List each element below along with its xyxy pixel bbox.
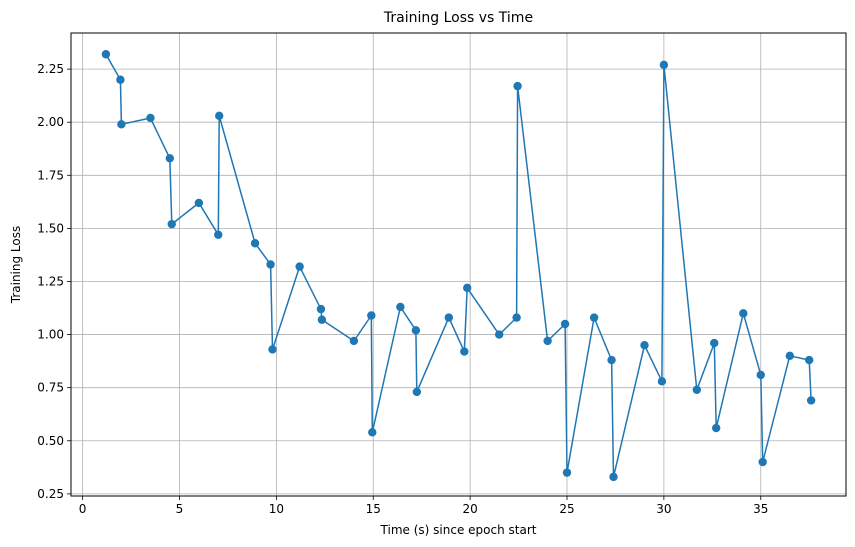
data-point: [214, 230, 223, 239]
data-point: [250, 239, 260, 248]
y-tick-label: 0.50: [37, 434, 64, 448]
data-point: [101, 50, 111, 59]
x-tick-label: 20: [462, 502, 477, 516]
data-point: [513, 81, 522, 91]
data-point: [756, 370, 765, 380]
loss-series: [101, 50, 816, 482]
data-point: [349, 336, 359, 346]
y-tick-label: 1.00: [37, 328, 64, 342]
data-point: [711, 423, 721, 433]
x-tick-label: 25: [559, 502, 574, 516]
data-point: [692, 385, 702, 395]
y-axis-label: Training Loss: [9, 226, 23, 304]
data-point: [710, 338, 719, 348]
x-tick-label: 5: [176, 502, 184, 516]
data-point: [117, 120, 126, 129]
data-point: [146, 113, 155, 123]
data-point: [785, 351, 795, 361]
x-tick-label: 30: [656, 502, 671, 516]
data-point: [460, 347, 469, 356]
data-point: [806, 396, 816, 405]
data-point: [368, 428, 377, 437]
data-point: [657, 377, 667, 386]
data-point: [640, 341, 649, 350]
y-tick-label: 1.75: [37, 168, 64, 182]
plot-area: [71, 33, 846, 496]
data-point: [165, 154, 175, 163]
y-tick-label: 2.25: [37, 62, 64, 76]
x-tick-label: 35: [753, 502, 768, 516]
data-point: [560, 319, 570, 329]
data-point: [317, 315, 327, 324]
data-point: [396, 302, 405, 312]
y-tick-label: 2.00: [37, 115, 64, 129]
data-point: [116, 75, 125, 84]
data-point: [562, 468, 572, 477]
data-point: [543, 336, 552, 346]
x-axis-ticks: 0 5 10 15 20 25 30 35: [79, 496, 768, 516]
data-point: [316, 304, 326, 314]
data-point: [463, 283, 472, 293]
data-point: [295, 262, 304, 271]
y-tick-label: 0.25: [37, 487, 64, 501]
x-tick-label: 10: [269, 502, 284, 516]
data-point: [804, 355, 814, 365]
data-point: [739, 309, 748, 318]
data-point: [268, 345, 277, 354]
plot-frame: [70, 32, 847, 497]
data-point: [367, 311, 376, 320]
y-axis-ticks: 0.25 0.50 0.75 1.00 1.25 1.50 1.75 2.00 2.25: [37, 62, 71, 501]
y-tick-label: 1.50: [37, 221, 64, 235]
data-point: [411, 326, 421, 335]
data-point: [609, 472, 618, 482]
data-point: [215, 111, 224, 121]
data-point: [512, 313, 521, 322]
data-point: [444, 313, 454, 322]
data-point: [194, 198, 204, 208]
data-point: [758, 457, 767, 467]
data-point: [167, 219, 176, 229]
y-tick-label: 1.25: [37, 274, 64, 288]
x-tick-label: 15: [366, 502, 381, 516]
grid-lines: [71, 33, 846, 496]
x-tick-label: 0: [79, 502, 87, 516]
y-tick-label: 0.75: [37, 381, 64, 395]
data-point: [607, 355, 616, 365]
x-axis-label: Time (s) since epoch start: [380, 523, 537, 537]
data-point: [494, 330, 504, 339]
chart-title: Training Loss vs Time: [383, 10, 533, 26]
data-point: [412, 387, 422, 397]
data-point: [659, 60, 669, 70]
data-point: [266, 260, 275, 269]
data-point: [589, 313, 599, 322]
